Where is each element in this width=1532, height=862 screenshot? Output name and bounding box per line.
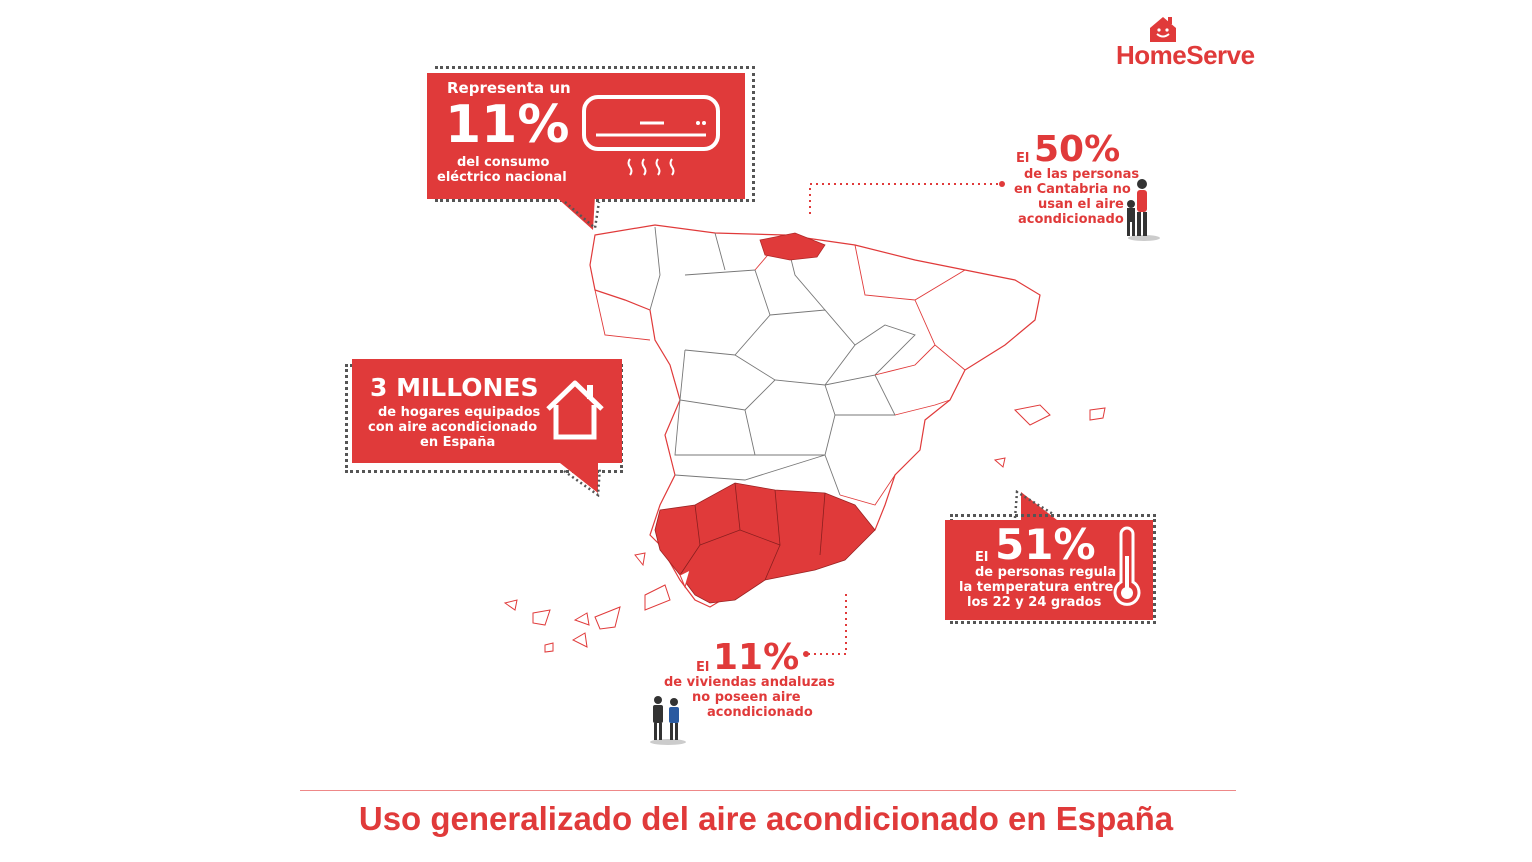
consumo-line3: eléctrico nacional <box>437 170 567 185</box>
hogares-headline: 3 MILLONES <box>370 373 539 402</box>
andalucia-line3: acondicionado <box>707 705 813 720</box>
callout-hogares: 3 MILLONES de hogares equipados con aire… <box>352 359 622 463</box>
temperatura-line1: de personas regula <box>975 565 1117 580</box>
consumo-line2: del consumo <box>457 155 550 170</box>
brand-logo: HomeServe <box>1112 14 1262 70</box>
spain-provinces-map <box>503 224 1106 653</box>
hogares-line2: con aire acondicionado <box>368 420 538 435</box>
consumo-line1: Representa un <box>447 79 571 97</box>
callout-temperatura-tail <box>1013 490 1057 520</box>
brand-name: HomeServe <box>1116 40 1255 70</box>
consumo-percent: 11% <box>445 95 570 155</box>
cantabria-line2: en Cantabria no <box>1014 182 1131 197</box>
hogares-line3: en España <box>420 435 496 450</box>
callout-consumo-tail <box>555 196 601 231</box>
temperatura-line3: los 22 y 24 grados <box>967 595 1102 610</box>
people-icon <box>1127 179 1160 241</box>
temperatura-percent: 51% <box>995 520 1096 569</box>
hogares-line1: de hogares equipados <box>378 405 541 420</box>
callout-consumo: Representa un 11% del consumo eléctrico … <box>427 73 745 199</box>
andalucia-prefix: El <box>696 660 710 675</box>
cantabria-prefix: El <box>1016 151 1030 166</box>
cantabria-line3: usan el aire <box>1038 197 1124 212</box>
house-outline-icon <box>546 380 604 440</box>
callout-temperatura: El 51% de personas regula la temperatura… <box>945 520 1153 620</box>
temperatura-line2: la temperatura entre <box>959 580 1114 595</box>
cantabria-line4: acondicionado <box>1018 212 1124 227</box>
thermometer-icon <box>1113 526 1141 606</box>
cantabria-percent: 50% <box>1034 129 1121 170</box>
air-conditioner-icon <box>582 95 720 176</box>
andalucia-line1: de viviendas andaluzas <box>664 675 835 690</box>
andalucia-percent: 11% <box>713 637 800 678</box>
footer-divider <box>300 790 1236 791</box>
people-icon <box>650 696 686 745</box>
andalucia-connector <box>803 594 847 657</box>
callout-hogares-tail <box>560 463 602 497</box>
house-smile-icon <box>1150 17 1176 42</box>
cantabria-line1: de las personas <box>1024 167 1140 182</box>
cantabria-connector <box>809 181 1005 214</box>
temperatura-prefix: El <box>975 550 989 565</box>
andalucia-line2: no poseen aire <box>692 690 801 705</box>
footer-title: Uso generalizado del aire acondicionado … <box>358 800 1174 837</box>
